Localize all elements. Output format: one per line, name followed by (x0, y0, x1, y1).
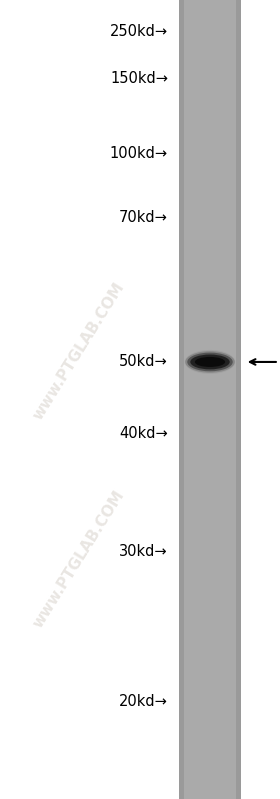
Ellipse shape (190, 355, 230, 369)
Text: 40kd→: 40kd→ (119, 427, 168, 441)
Text: 250kd→: 250kd→ (110, 25, 168, 39)
Bar (179, 0, 241, 799)
Text: 70kd→: 70kd→ (119, 210, 168, 225)
Ellipse shape (187, 352, 233, 372)
Text: 100kd→: 100kd→ (110, 146, 168, 161)
Ellipse shape (195, 357, 225, 367)
Text: 30kd→: 30kd→ (119, 544, 168, 559)
Text: 50kd→: 50kd→ (119, 355, 168, 369)
Text: 20kd→: 20kd→ (119, 694, 168, 709)
Ellipse shape (185, 352, 235, 372)
Bar (236, 0, 241, 799)
Bar (179, 0, 184, 799)
Text: 150kd→: 150kd→ (110, 71, 168, 85)
Text: www.PTGLAB.COM: www.PTGLAB.COM (30, 280, 127, 423)
Ellipse shape (185, 350, 235, 374)
Text: www.PTGLAB.COM: www.PTGLAB.COM (30, 488, 127, 630)
